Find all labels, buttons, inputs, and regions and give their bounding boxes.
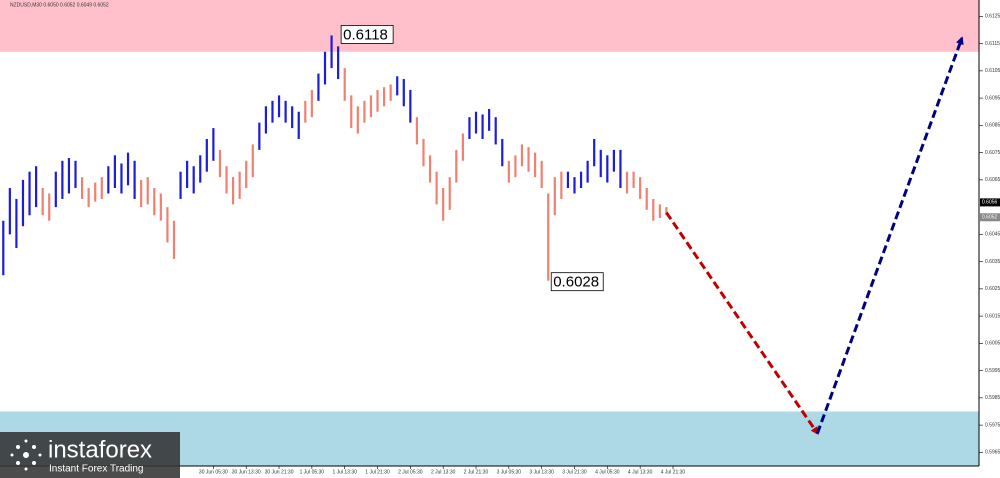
x-tick-label: 3 Jul 05:30: [497, 469, 522, 475]
y-tick-label: 0.6065: [985, 177, 1000, 183]
x-tick-label: 3 Jul 21:30: [562, 469, 587, 475]
brand: instaforex: [48, 436, 152, 463]
watermark: instaforex Instant Forex Trading: [0, 432, 180, 478]
tagline: Instant Forex Trading: [49, 464, 144, 475]
price-tag: [980, 213, 1000, 222]
y-tick-label: 0.5985: [985, 395, 1000, 401]
zone: [0, 0, 979, 52]
annotation-label: 0.6028: [553, 274, 599, 291]
y-tick-label: 0.5975: [985, 422, 1000, 428]
x-tick-label: 2 Jul 21:30: [464, 469, 489, 475]
annotation-box: [550, 272, 604, 292]
x-tick-label: 4 Jul 21:30: [661, 469, 686, 475]
y-tick-label: 0.6025: [985, 286, 1000, 292]
y-tick-label: 0.6115: [985, 41, 1000, 47]
x-tick-label: 30 Jun 21:30: [265, 469, 294, 475]
x-tick-label: 30 Jun 13:30: [232, 469, 261, 475]
x-tick-label: 3 Jul 13:30: [529, 469, 554, 475]
price-tag: [980, 198, 1000, 207]
y-tick-label: 0.6075: [985, 150, 1000, 156]
annotation-box: [340, 25, 394, 44]
x-tick-label: 1 Jul 21:30: [365, 469, 390, 475]
y-tick-label: 0.6045: [985, 232, 1000, 238]
forecast-arrow: [816, 36, 964, 434]
y-tick-label: 0.6125: [985, 14, 1000, 20]
x-tick-label: 2 Jul 05:30: [398, 469, 423, 475]
y-tick-label: 0.6015: [985, 313, 1000, 319]
price-tag-label: 0.6052: [982, 215, 998, 221]
price-tag-label: 0.6056: [982, 200, 998, 206]
watermark-bg: [0, 432, 180, 478]
y-tick-label: 0.6095: [985, 95, 1000, 101]
x-tick-label: 30 Jun 05:30: [199, 469, 228, 475]
y-tick-label: 0.6005: [985, 341, 1000, 347]
y-tick-label: 0.6085: [985, 123, 1000, 129]
chart-title: NZDUSD,M30 0.6050 0.6052 0.6049 0.6052: [10, 2, 109, 8]
forecast-arrow: [665, 211, 819, 435]
x-tick-label: 4 Jul 13:30: [628, 469, 653, 475]
y-tick-label: 0.6105: [985, 68, 1000, 74]
x-tick-label: 2 Jul 13:30: [431, 469, 456, 475]
x-tick-label: 1 Jul 13:30: [332, 469, 357, 475]
x-tick-label: 4 Jul 05:30: [595, 469, 620, 475]
y-tick-label: 0.5995: [985, 368, 1000, 374]
logo-icon: [10, 439, 42, 471]
annotation-label: 0.6118: [343, 26, 388, 43]
y-tick-label: 0.5965: [985, 450, 1000, 456]
y-tick-label: 0.6035: [985, 259, 1000, 265]
x-tick-label: 1 Jul 05:30: [300, 469, 325, 475]
